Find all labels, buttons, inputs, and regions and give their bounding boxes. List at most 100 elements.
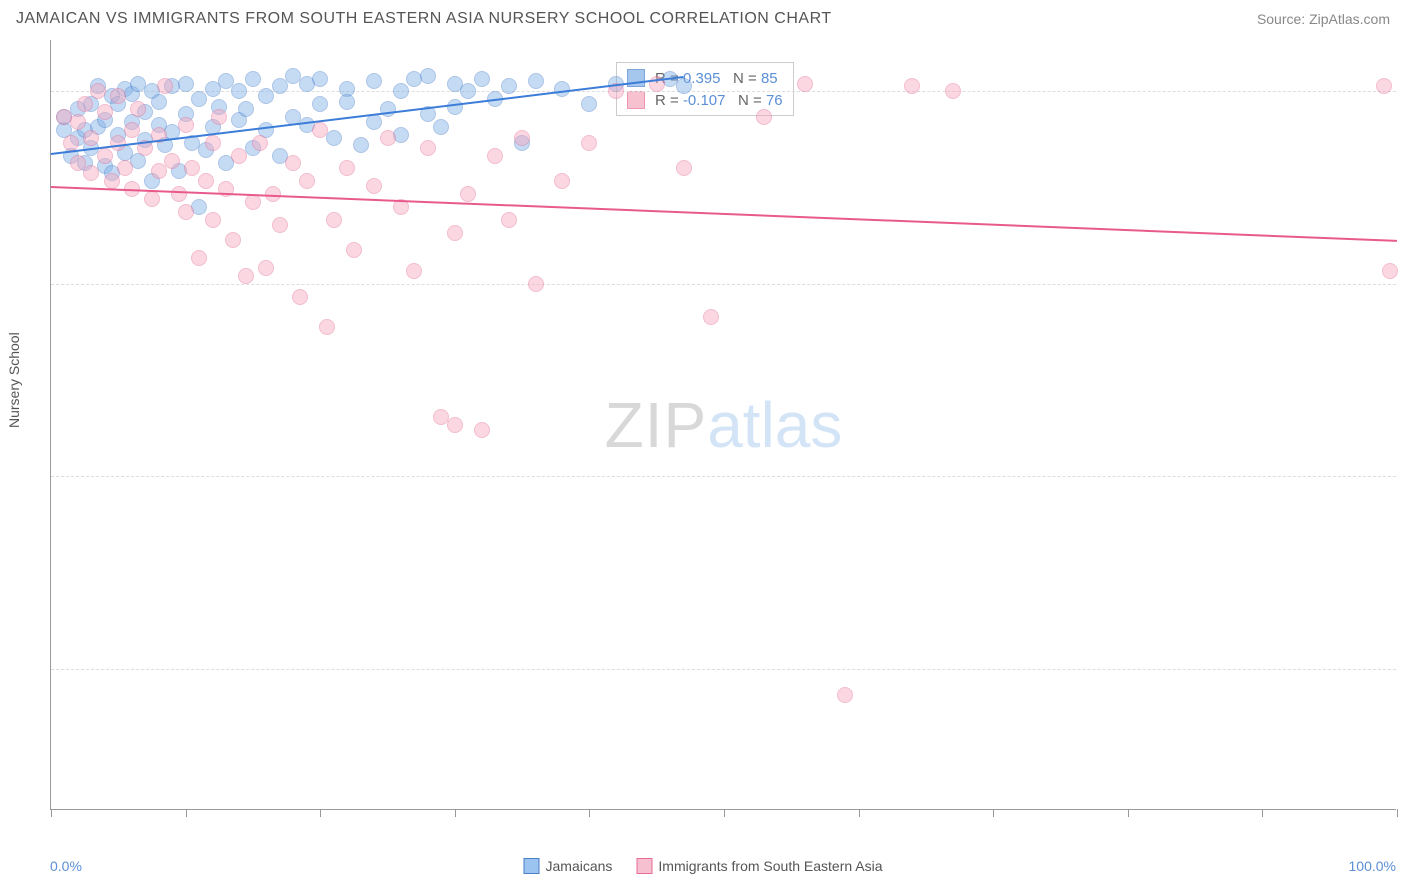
- scatter-point: [420, 140, 436, 156]
- scatter-point: [178, 204, 194, 220]
- scatter-point: [528, 276, 544, 292]
- scatter-point: [581, 96, 597, 112]
- scatter-point: [514, 130, 530, 146]
- scatter-point: [366, 178, 382, 194]
- scatter-point: [474, 71, 490, 87]
- scatter-point: [393, 127, 409, 143]
- scatter-point: [837, 687, 853, 703]
- scatter-point: [945, 83, 961, 99]
- scatter-point: [292, 289, 308, 305]
- scatter-point: [474, 422, 490, 438]
- scatter-point: [77, 96, 93, 112]
- scatter-point: [312, 122, 328, 138]
- scatter-point: [90, 83, 106, 99]
- x-axis-min-label: 0.0%: [50, 858, 82, 874]
- bottom-legend: Jamaicans Immigrants from South Eastern A…: [523, 858, 882, 874]
- legend-swatch-icon: [636, 858, 652, 874]
- y-axis-label: Nursery School: [6, 332, 22, 428]
- scatter-point: [312, 71, 328, 87]
- scatter-point: [97, 148, 113, 164]
- scatter-point: [97, 104, 113, 120]
- scatter-point: [151, 94, 167, 110]
- scatter-point: [258, 260, 274, 276]
- scatter-point: [184, 160, 200, 176]
- x-tick: [1128, 809, 1129, 817]
- scatter-point: [346, 242, 362, 258]
- scatter-point: [299, 173, 315, 189]
- scatter-point: [225, 232, 241, 248]
- x-tick: [993, 809, 994, 817]
- scatter-point: [460, 83, 476, 99]
- chart-title: JAMAICAN VS IMMIGRANTS FROM SOUTH EASTER…: [16, 10, 832, 28]
- scatter-point: [581, 135, 597, 151]
- scatter-point: [433, 119, 449, 135]
- x-tick: [1262, 809, 1263, 817]
- scatter-point: [528, 73, 544, 89]
- legend-item: Immigrants from South Eastern Asia: [636, 858, 882, 874]
- scatter-point: [238, 268, 254, 284]
- scatter-point: [420, 68, 436, 84]
- scatter-point: [703, 309, 719, 325]
- watermark: ZIPatlas: [605, 388, 843, 462]
- scatter-point: [205, 135, 221, 151]
- scatter-point: [104, 173, 120, 189]
- gridline-horizontal: [51, 476, 1396, 477]
- scatter-point: [326, 130, 342, 146]
- y-tick-label: 100.0%: [1402, 83, 1406, 99]
- scatter-point: [272, 78, 288, 94]
- scatter-point: [258, 88, 274, 104]
- scatter-point: [676, 78, 692, 94]
- x-tick: [51, 809, 52, 817]
- scatter-point: [447, 417, 463, 433]
- scatter-point: [285, 155, 301, 171]
- legend-swatch-icon: [523, 858, 539, 874]
- scatter-point: [676, 160, 692, 176]
- y-tick-label: 77.5%: [1402, 661, 1406, 677]
- x-axis-max-label: 100.0%: [1349, 858, 1396, 874]
- scatter-point: [164, 153, 180, 169]
- scatter-point: [501, 78, 517, 94]
- gridline-horizontal: [51, 284, 1396, 285]
- x-tick: [320, 809, 321, 817]
- trend-line: [51, 186, 1397, 242]
- scatter-point: [554, 173, 570, 189]
- scatter-point: [191, 250, 207, 266]
- scatter-point: [110, 135, 126, 151]
- scatter-point: [144, 191, 160, 207]
- stats-text: R = -0.107 N = 76: [655, 92, 783, 109]
- gridline-horizontal: [51, 669, 1396, 670]
- y-tick-label: 92.5%: [1402, 276, 1406, 292]
- scatter-point: [904, 78, 920, 94]
- scatter-point: [756, 109, 772, 125]
- scatter-point: [231, 148, 247, 164]
- chart-plot-area: ZIPatlas R = 0.395 N = 85R = -0.107 N = …: [50, 40, 1396, 810]
- scatter-point: [178, 117, 194, 133]
- stats-legend-box: R = 0.395 N = 85R = -0.107 N = 76: [616, 62, 794, 116]
- scatter-point: [272, 217, 288, 233]
- scatter-point: [460, 186, 476, 202]
- scatter-point: [366, 73, 382, 89]
- x-tick: [1397, 809, 1398, 817]
- x-tick: [455, 809, 456, 817]
- scatter-point: [171, 186, 187, 202]
- scatter-point: [198, 173, 214, 189]
- scatter-point: [447, 225, 463, 241]
- scatter-point: [393, 83, 409, 99]
- scatter-point: [110, 88, 126, 104]
- scatter-point: [353, 137, 369, 153]
- legend-swatch-icon: [627, 91, 645, 109]
- scatter-point: [231, 83, 247, 99]
- scatter-point: [319, 319, 335, 335]
- scatter-point: [151, 163, 167, 179]
- scatter-point: [130, 101, 146, 117]
- scatter-point: [70, 114, 86, 130]
- scatter-point: [380, 130, 396, 146]
- scatter-point: [178, 76, 194, 92]
- x-tick: [859, 809, 860, 817]
- scatter-point: [406, 263, 422, 279]
- scatter-point: [63, 135, 79, 151]
- legend-label: Jamaicans: [545, 858, 612, 874]
- scatter-point: [252, 135, 268, 151]
- scatter-point: [447, 99, 463, 115]
- scatter-point: [238, 101, 254, 117]
